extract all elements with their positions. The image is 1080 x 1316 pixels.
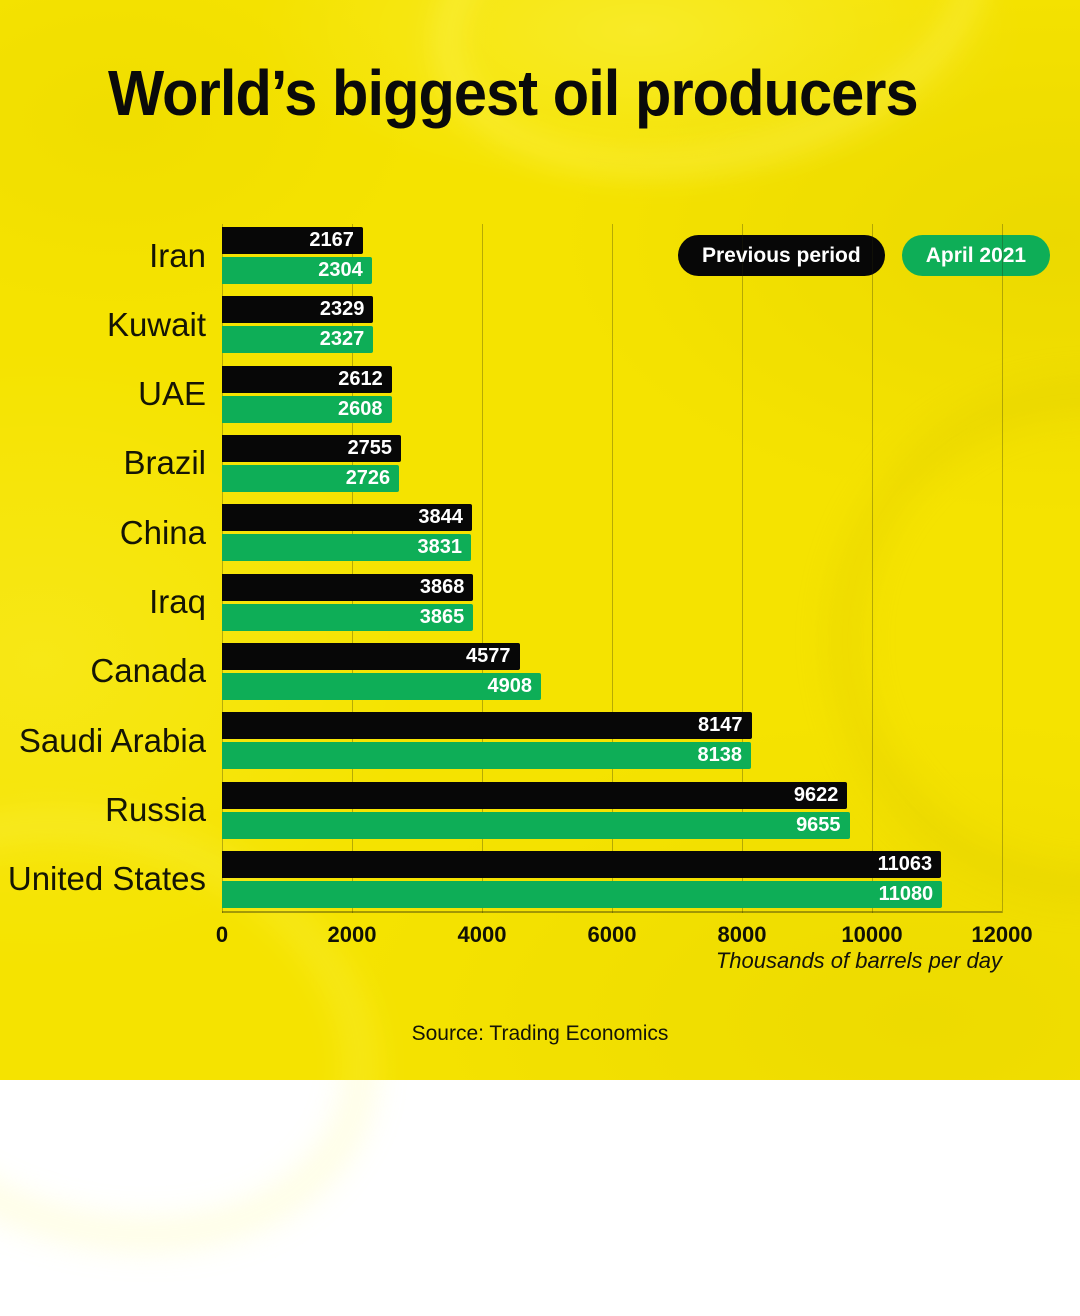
bar-group-iran: Iran 2167 2304	[149, 227, 1002, 284]
bar-previous-period-china: 3844	[222, 504, 472, 532]
bar-previous-period-iran: 2167	[222, 227, 363, 254]
bar-value-label: 3865	[419, 605, 465, 628]
category-label-uae: UAE	[138, 375, 206, 413]
legend-april-2021: April 2021	[901, 235, 1051, 276]
x-tick-label-8000: 8000	[717, 922, 767, 947]
bar-value-label: 4908	[487, 674, 533, 697]
bar-rows: Iran 2167 2304 Kuwait 2329 2327 UAE 2612 2608 Bra…	[8, 227, 1002, 908]
category-label-china: China	[119, 513, 206, 551]
bar-group-iraq: Iraq 3868 3865	[149, 573, 1002, 631]
bar-previous-period-brazil: 2755	[222, 434, 402, 462]
bar-value-label: 2304	[318, 259, 363, 281]
bar-value-label: 3844	[418, 506, 463, 529]
x-tick-label-0: 0	[215, 922, 229, 947]
x-tick-label-6000: 6000	[587, 922, 637, 947]
category-label-saudi-arabia: Saudi Arabia	[18, 721, 206, 759]
gridline-4000	[481, 224, 483, 913]
bar-value-label: 9622	[793, 783, 839, 806]
gridline-6000	[612, 224, 613, 913]
bar-group-saudi-arabia: Saudi Arabia 8147 8138	[19, 712, 1002, 770]
category-label-iraq: Iraq	[149, 583, 206, 621]
source-credit: Source: Trading Economics	[411, 1022, 669, 1045]
bar-value-label: 2612	[338, 367, 383, 390]
bar-april-2021-china: 3831	[222, 534, 471, 562]
bar-previous-period-saudi-arabia: 8147	[222, 712, 752, 740]
bar-value-label: 2327	[319, 328, 365, 351]
bar-previous-period-canada: 4577	[222, 642, 520, 670]
category-label-kuwait: Kuwait	[106, 305, 206, 343]
bar-april-2021-russia: 9655	[222, 811, 850, 839]
bar-value-label: 3831	[417, 536, 463, 559]
bar-value-label: 9655	[796, 813, 841, 836]
category-label-united-states: United States	[7, 860, 206, 898]
bar-value-label: 8147	[698, 714, 743, 737]
gridline-2000	[351, 224, 353, 913]
gridline-8000	[741, 224, 743, 913]
bar-group-brazil: Brazil 2755 2726	[123, 434, 1002, 492]
bar-april-2021-iraq: 3865	[222, 603, 474, 631]
bar-group-russia: Russia 9622 9655	[105, 781, 1002, 839]
bar-april-2021-iran: 2304	[222, 257, 372, 284]
bar-april-2021-kuwait: 2327	[222, 326, 374, 354]
bar-group-united-states: United States 11063 11080	[8, 850, 1002, 908]
bar-value-label: 11080	[878, 882, 934, 905]
bar-value-label: 8138	[697, 744, 742, 767]
x-axis-line	[222, 911, 1002, 913]
bar-previous-period-united-states: 11063	[222, 850, 942, 878]
bar-previous-period-iraq: 3868	[222, 573, 474, 601]
bar-value-label: 2608	[338, 397, 383, 420]
category-label-canada: Canada	[90, 652, 206, 690]
bar-group-canada: Canada 4577 4908	[90, 642, 1002, 700]
legend-previous-period: Previous period	[678, 235, 885, 276]
chart-title: World’s biggest oil producers	[108, 57, 919, 129]
bar-value-label: 11063	[877, 852, 933, 875]
bar-value-label: 2726	[345, 466, 391, 489]
bar-value-label: 3868	[419, 575, 465, 598]
category-label-brazil: Brazil	[123, 444, 206, 482]
legend-previous-period-label: Previous period	[702, 243, 861, 267]
x-tick-label-10000: 10000	[841, 922, 903, 947]
x-tick-label-2000: 2000	[327, 922, 377, 947]
bar-value-label: 2329	[319, 298, 365, 321]
bar-value-label: 4577	[466, 644, 511, 667]
category-label-iran: Iran	[149, 236, 206, 274]
bar-previous-period-kuwait: 2329	[222, 296, 374, 324]
bar-april-2021-saudi-arabia: 8138	[222, 742, 751, 770]
bar-value-label: 2167	[309, 229, 354, 251]
bar-group-uae: UAE 2612 2608	[138, 365, 1002, 423]
plot-area: Iran 2167 2304 Kuwait 2329 2327 UAE 2612 2608 Bra…	[8, 224, 1033, 947]
x-axis-caption: Thousands of barrels per day	[715, 948, 1002, 973]
x-tick-label-12000: 12000	[971, 922, 1033, 947]
chart-legend: Previous period April 2021	[678, 235, 1051, 276]
x-tick-label-4000: 4000	[457, 922, 507, 947]
bar-group-china: China 3844 3831	[120, 504, 1002, 562]
bar-previous-period-russia: 9622	[222, 781, 848, 809]
bar-april-2021-canada: 4908	[222, 672, 542, 700]
gridline-0	[222, 224, 223, 913]
category-label-russia: Russia	[105, 791, 206, 829]
bar-april-2021-united-states: 11080	[222, 880, 943, 908]
bar-group-kuwait: Kuwait 2329 2327	[107, 296, 1002, 354]
gridline-10000	[872, 224, 873, 913]
bar-value-label: 2755	[347, 436, 393, 459]
legend-april-2021-label: April 2021	[925, 243, 1027, 267]
bar-previous-period-uae: 2612	[222, 365, 392, 393]
bar-april-2021-brazil: 2726	[222, 464, 400, 492]
bar-april-2021-uae: 2608	[222, 395, 392, 423]
gridline-12000	[1002, 224, 1003, 913]
